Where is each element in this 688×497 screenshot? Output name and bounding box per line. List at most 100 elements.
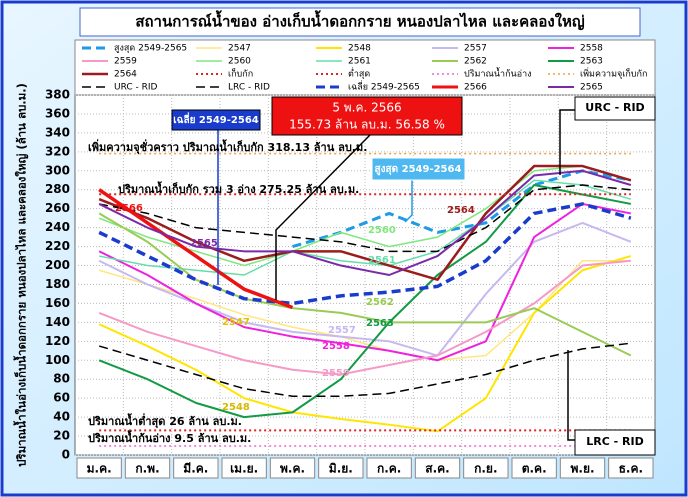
- month-box: [221, 457, 267, 479]
- annotation: LRC - RID: [586, 435, 643, 448]
- legend-label: 2558: [580, 44, 603, 54]
- series-line: [98, 212, 632, 357]
- series-line: [292, 169, 632, 249]
- annotation: สูงสุด 2549-2564: [375, 164, 462, 176]
- y-tick-label: 100: [45, 353, 70, 367]
- legend-label: ต่ำสุด: [348, 67, 370, 80]
- x-tick-label: มิ.ย.: [329, 462, 353, 476]
- series-label: 2558: [322, 341, 350, 352]
- legend-label: เฉลี่ย 2549-2565: [348, 80, 420, 93]
- chart-title: สถานการณ์น้ำของ อ่างเก็บน้ำดอกกราย หนองป…: [135, 10, 585, 31]
- month-box: [124, 457, 171, 479]
- annotation: URC - RID: [585, 101, 644, 114]
- legend-label: 2562: [464, 57, 487, 67]
- series-line: [98, 260, 631, 362]
- series-line: [98, 221, 632, 357]
- legend-label: 2566: [464, 83, 487, 93]
- series-label: 2560: [368, 225, 396, 236]
- series-line: [98, 259, 631, 376]
- y-tick-label: 80: [53, 372, 70, 386]
- y-tick-label: 200: [45, 258, 70, 272]
- series-label: 2566: [115, 203, 143, 214]
- month-box: [559, 457, 606, 479]
- month-box: [366, 457, 412, 479]
- legend-label: 2559: [114, 57, 137, 67]
- series-line: [99, 179, 632, 276]
- legend-label: 2561: [348, 57, 371, 67]
- series-label: 2562: [366, 297, 394, 308]
- annotation: ปริมาณน้ำต่ำสุด 26 ล้าน ลบ.ม.: [88, 413, 242, 429]
- legend-label: สูงสุด 2549-2565: [114, 44, 187, 54]
- series-label: 2561: [368, 255, 396, 266]
- annotation-box: [371, 157, 466, 181]
- legend-label: ปริมาณน้ำก้นอ่าง: [464, 67, 532, 80]
- series-line: [98, 184, 632, 419]
- x-tick-label: ต.ค.: [522, 462, 547, 476]
- series-label: 2547: [222, 317, 250, 328]
- series-label: 2557: [328, 325, 356, 336]
- legend-box: [74, 39, 656, 96]
- y-tick-label: 60: [53, 391, 70, 405]
- series-line: [98, 202, 632, 362]
- x-tick-label: มี.ค.: [183, 462, 208, 476]
- annotation: เฉลี่ย 2549-2564: [173, 112, 259, 126]
- series-line: [98, 169, 632, 276]
- legend-label: 2548: [348, 44, 371, 54]
- legend-label: 2565: [580, 83, 603, 93]
- y-tick-label: 300: [45, 163, 70, 177]
- y-tick-label: 260: [45, 201, 70, 215]
- series-label: 2563: [366, 318, 394, 329]
- y-tick-label: 140: [45, 315, 70, 329]
- y-tick-label: 280: [45, 182, 70, 196]
- legend-label: 2547: [228, 44, 251, 54]
- y-tick-label: 160: [45, 296, 70, 310]
- legend-label: 2563: [580, 57, 603, 67]
- legend-label: URC - RID: [114, 83, 158, 93]
- y-axis-label: ปริมาณน้ำในอ่างเก็บน้ำดอกกราย หนองปลาไหล…: [13, 83, 29, 467]
- y-tick-label: 220: [45, 239, 70, 253]
- annotation: เพิ่มความจุชั่วคราว ปริมาณน้ำเก็บกัก 318…: [88, 139, 367, 155]
- pointer: [559, 109, 575, 175]
- month-box: [414, 457, 461, 479]
- month-box: [608, 457, 654, 479]
- x-tick-label: ก.ย.: [474, 462, 497, 476]
- legend-label: 2557: [464, 44, 487, 54]
- x-tick-label: ธ.ค.: [619, 462, 643, 476]
- x-tick-label: ม.ค.: [87, 462, 112, 476]
- y-tick-label: 0: [62, 448, 70, 462]
- month-box: [173, 457, 219, 479]
- y-tick-label: 20: [53, 429, 70, 443]
- y-tick-label: 380: [45, 88, 70, 102]
- legend-label: LRC - RID: [228, 83, 270, 93]
- annotation-box: [171, 109, 261, 131]
- y-tick-label: 240: [45, 220, 70, 234]
- x-tick-label: พ.ค.: [280, 462, 305, 476]
- annotation: 5 พ.ค. 2566: [332, 101, 401, 115]
- y-tick-label: 320: [45, 144, 70, 158]
- pointer: [404, 180, 413, 223]
- series-label: 2548: [222, 402, 250, 413]
- series-line: [98, 164, 632, 281]
- series-label: 2559: [322, 368, 350, 379]
- annotation: ปริมาณน้ำก้นอ่าง 9.5 ล้าน ลบ.ม.: [88, 430, 251, 445]
- series-label: 2564: [447, 205, 475, 216]
- pointer: [275, 134, 371, 300]
- legend-label: 2564: [114, 70, 137, 80]
- pointer: [567, 350, 575, 441]
- series-line: [98, 188, 294, 310]
- y-tick-label: 340: [45, 125, 70, 139]
- month-box: [511, 457, 557, 479]
- series-line: [98, 202, 632, 306]
- month-box: [318, 457, 364, 479]
- series-label: 2565: [190, 238, 218, 249]
- x-tick-label: ส.ค.: [425, 462, 449, 476]
- x-tick-label: เม.ย.: [230, 462, 258, 476]
- legend-label: เพิ่มความจุเก็บกัก: [580, 67, 647, 80]
- x-tick-label: ก.พ.: [135, 462, 159, 476]
- series-line: [98, 342, 631, 398]
- legend-label: 2560: [228, 57, 251, 67]
- title-box: [79, 7, 641, 37]
- y-tick-label: 120: [45, 334, 70, 348]
- x-tick-label: พ.ย.: [570, 462, 594, 476]
